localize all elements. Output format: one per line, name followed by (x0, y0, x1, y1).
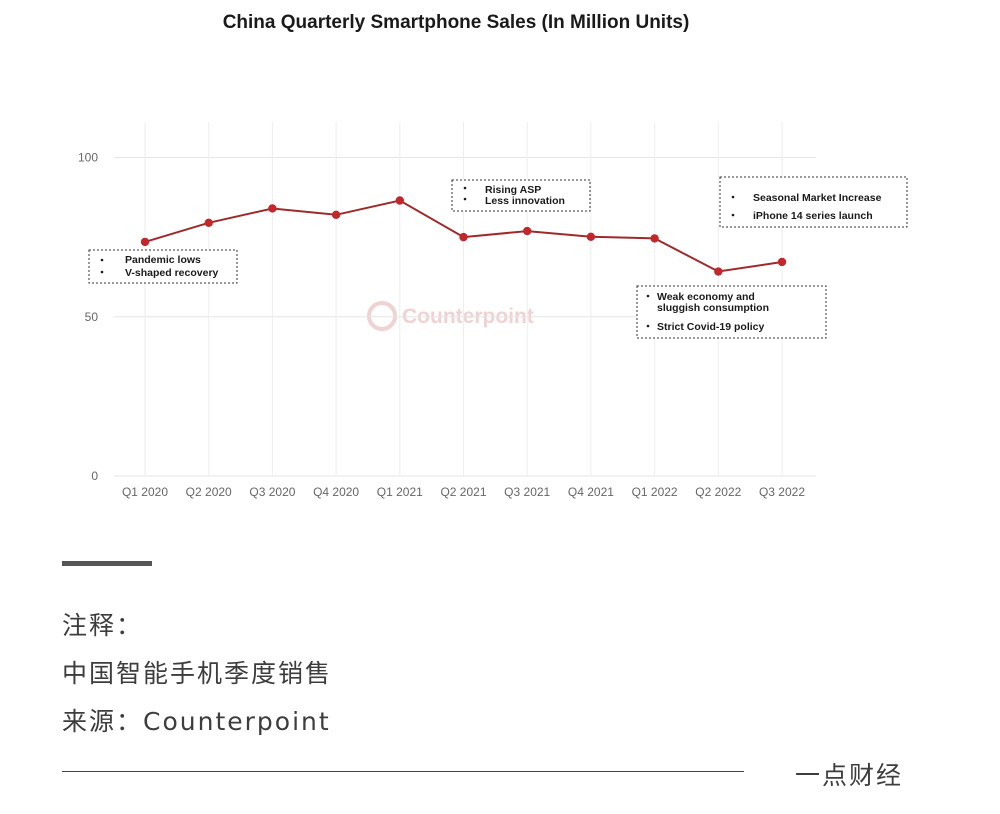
bullet-icon (646, 324, 650, 328)
bullet-icon (100, 258, 104, 262)
bullet-icon (463, 186, 467, 190)
data-point (586, 232, 596, 242)
x-tick-label: Q2 2020 (186, 485, 232, 499)
chart-title: China Quarterly Smartphone Sales (In Mil… (222, 12, 690, 33)
data-point (650, 234, 659, 243)
annotation-text: iPhone 14 series launch (753, 210, 873, 222)
annotation-frame (88, 249, 238, 284)
note-description: 中国智能手机季度销售 (62, 659, 333, 688)
x-tick-label: Q2 2022 (695, 485, 741, 499)
note-label: 注释： (62, 611, 144, 640)
annotation-text: Rising ASP (485, 184, 541, 196)
section-divider (62, 561, 152, 566)
x-tick-label: Q3 2022 (759, 485, 805, 499)
data-point (331, 210, 341, 220)
bullet-icon (731, 195, 735, 199)
y-tick-label: 50 (85, 310, 99, 324)
y-tick-label: 100 (78, 151, 98, 165)
data-point (395, 196, 404, 205)
counterpoint-logo-icon (367, 301, 397, 331)
bullet-icon (100, 270, 104, 274)
y-tick-label: 0 (91, 469, 98, 483)
footer-divider (62, 771, 744, 772)
bullet-icon (731, 213, 735, 217)
x-tick-label: Q4 2021 (568, 485, 614, 499)
x-tick-label: Q3 2021 (504, 485, 550, 499)
brand-label: 一点财经 (795, 761, 904, 790)
annotation-frame (636, 285, 827, 339)
annotation-text: sluggish consumption (657, 302, 769, 314)
counterpoint-watermark: Counterpoint (367, 301, 534, 331)
annotation-frame (451, 179, 591, 212)
annotation-box: Seasonal Market Increase iPhone 14 series… (719, 176, 908, 228)
line-chart: Counterpoint 0 50 100 Q1 2020 Q2 2020 Q3 202… (78, 122, 908, 499)
x-tick-label: Q1 2022 (632, 485, 678, 499)
annotation-frame (719, 176, 908, 228)
x-tick-label: Q1 2020 (122, 485, 168, 499)
annotation-text: Less innovation (485, 195, 565, 207)
annotation-text: Seasonal Market Increase (753, 192, 882, 204)
data-point (204, 218, 213, 227)
x-tick-label: Q3 2020 (249, 485, 295, 499)
data-point (714, 267, 723, 276)
annotation-text: Weak economy and (657, 291, 755, 303)
data-point (268, 204, 277, 213)
source-line: 来源：Counterpoint (62, 707, 331, 736)
data-point (459, 232, 468, 242)
annotation-text: Pandemic lows (125, 254, 201, 266)
bullet-icon (646, 294, 650, 298)
x-tick-label: Q2 2021 (440, 485, 486, 499)
bullet-icon (463, 197, 467, 201)
x-tick-label: Q1 2021 (377, 485, 423, 499)
data-point (140, 237, 150, 247)
annotation-text: V-shaped recovery (125, 267, 219, 279)
data-point (523, 226, 532, 236)
x-tick-label: Q4 2020 (313, 485, 359, 499)
annotation-text: Strict Covid-19 policy (657, 321, 765, 333)
data-point (777, 257, 787, 267)
